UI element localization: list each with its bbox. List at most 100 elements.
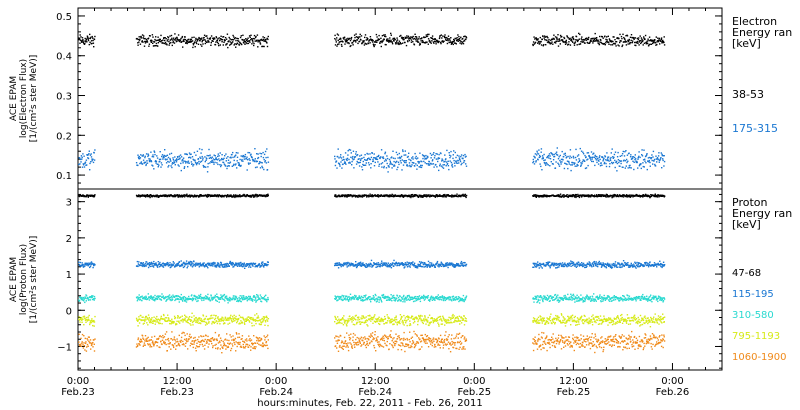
data-point <box>177 34 180 36</box>
data-point <box>345 264 348 266</box>
data-point <box>411 37 414 39</box>
data-point <box>552 262 554 264</box>
data-point <box>536 265 538 267</box>
data-point <box>260 265 262 268</box>
data-point <box>391 193 393 196</box>
data-point <box>629 266 631 268</box>
data-point <box>440 42 442 45</box>
data-point <box>570 265 572 267</box>
data-point <box>165 300 167 302</box>
data-point <box>250 38 253 40</box>
data-point <box>227 297 229 299</box>
data-point <box>374 157 376 159</box>
data-point <box>141 299 143 302</box>
data-point <box>344 162 346 164</box>
data-point <box>645 195 647 197</box>
data-point <box>82 153 84 155</box>
data-point <box>377 39 379 42</box>
data-point <box>366 39 368 41</box>
data-point <box>596 194 598 196</box>
data-point <box>582 262 585 265</box>
data-point <box>437 41 440 44</box>
data-point <box>169 39 171 41</box>
data-point <box>215 296 218 298</box>
data-point <box>448 38 450 40</box>
data-point <box>563 37 566 40</box>
data-point <box>658 37 661 40</box>
data-point <box>631 156 634 158</box>
data-point <box>352 159 354 161</box>
data-point <box>138 39 141 41</box>
data-point <box>533 262 536 265</box>
data-point <box>81 41 83 43</box>
data-point <box>166 158 168 160</box>
data-point <box>430 42 432 44</box>
data-point <box>573 44 576 46</box>
data-point <box>376 264 378 266</box>
data-point <box>612 194 615 197</box>
data-point <box>137 44 139 46</box>
data-point <box>174 164 176 166</box>
data-point <box>538 264 540 267</box>
data-point <box>141 195 143 197</box>
data-point <box>422 196 424 198</box>
data-point <box>642 162 644 164</box>
data-point <box>539 36 541 39</box>
data-point <box>163 195 165 197</box>
data-point <box>254 266 256 268</box>
data-point <box>172 158 175 161</box>
data-point <box>373 165 376 167</box>
data-point <box>214 296 216 298</box>
data-point <box>410 196 412 199</box>
data-point <box>408 162 411 164</box>
data-point <box>438 263 441 266</box>
data-point <box>592 40 594 42</box>
data-point <box>265 40 267 42</box>
data-point <box>625 165 627 167</box>
data-point <box>384 194 387 196</box>
data-point <box>191 40 193 42</box>
data-point <box>201 45 203 47</box>
data-point <box>200 38 202 41</box>
data-point <box>238 264 240 266</box>
data-point <box>176 264 179 267</box>
data-point <box>464 262 466 264</box>
data-point <box>206 295 208 298</box>
data-point <box>369 263 371 266</box>
data-point <box>181 299 184 301</box>
data-point <box>218 298 220 300</box>
data-point <box>214 294 216 297</box>
data-point <box>394 157 396 160</box>
data-point <box>179 158 181 160</box>
data-point <box>245 42 247 44</box>
data-point <box>147 298 149 300</box>
data-point <box>344 41 347 43</box>
data-point <box>374 158 377 160</box>
data-point <box>612 36 614 38</box>
data-point <box>155 36 157 38</box>
data-point <box>565 157 567 159</box>
data-point <box>157 295 159 297</box>
data-point <box>649 39 651 42</box>
data-point <box>639 163 642 166</box>
data-point <box>347 296 349 298</box>
data-point <box>385 159 387 162</box>
data-point <box>135 162 138 164</box>
data-point <box>461 42 463 44</box>
data-point <box>334 295 336 297</box>
y-tick-label: 0.2 <box>56 131 72 142</box>
data-point <box>259 294 262 296</box>
data-point <box>562 159 564 161</box>
data-point <box>403 263 406 266</box>
data-point <box>186 42 188 45</box>
data-point <box>212 262 214 264</box>
data-point <box>554 36 557 38</box>
data-point <box>378 165 380 167</box>
data-point <box>145 153 148 155</box>
data-point <box>184 153 186 155</box>
data-point <box>144 42 147 44</box>
data-point <box>372 43 375 45</box>
data-point <box>607 159 609 161</box>
data-point <box>361 42 364 44</box>
data-point <box>611 44 614 46</box>
